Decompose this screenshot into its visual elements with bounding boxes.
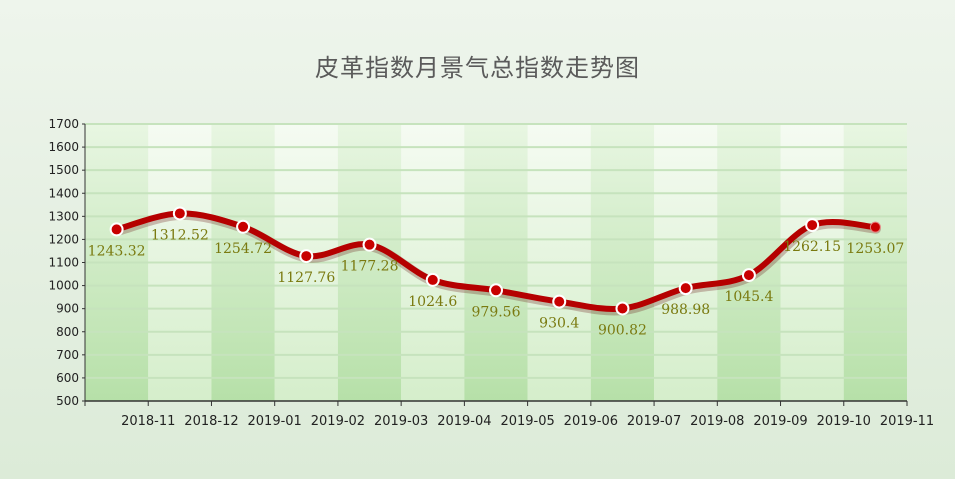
data-point (362, 237, 377, 252)
data-point (172, 206, 187, 221)
y-tick-label: 1100 (48, 256, 79, 270)
x-tick-label: 2019-02 (311, 414, 365, 429)
x-tick-label: 2019-04 (437, 414, 491, 429)
data-point (489, 283, 503, 298)
y-tick-label: 1300 (48, 209, 79, 223)
data-point (615, 301, 630, 316)
x-tick-label: 2019-03 (374, 414, 428, 429)
y-tick-label: 1000 (48, 279, 79, 293)
data-label: 1243.32 (88, 243, 146, 259)
x-tick-label: 2019-11 (880, 414, 934, 429)
data-point (741, 268, 756, 283)
data-label: 988.98 (661, 302, 710, 318)
y-tick-label: 700 (56, 348, 79, 362)
gridlines (85, 123, 907, 379)
data-label: 979.56 (472, 304, 521, 320)
x-tick-label: 2019-05 (500, 414, 554, 429)
y-tick-label: 800 (56, 325, 79, 339)
data-point (869, 221, 881, 233)
data-point (109, 222, 124, 237)
y-tick-label: 1700 (48, 117, 79, 131)
x-tick-label: 2019-06 (564, 414, 618, 429)
x-tick-label: 2019-08 (690, 414, 744, 429)
data-label: 900.82 (598, 322, 647, 338)
chart-title: 皮革指数月景气总指数走势图 (315, 54, 640, 82)
data-label: 1262.15 (783, 239, 841, 255)
data-point (299, 249, 314, 264)
y-tick-label: 1500 (48, 163, 79, 177)
x-axis-tick-labels: 2018-11 2018-12 2019-01 2019-02 2019-03 2019-… (121, 414, 934, 429)
data-label: 1045.4 (724, 289, 773, 305)
data-point (552, 294, 567, 309)
x-tick-label: 2019-10 (817, 414, 871, 429)
data-label: 1177.28 (341, 259, 399, 275)
data-label: 1024.6 (408, 294, 457, 310)
data-labels: 1243.32 1312.52 1254.72 1127.76 1177.28 1024.… (88, 227, 905, 338)
data-point (805, 218, 820, 233)
data-point (678, 281, 693, 296)
x-tick-label: 2019-07 (627, 414, 681, 429)
y-tick-label: 600 (56, 371, 79, 385)
y-axis-tick-labels: 500 600 700 800 900 1000 1100 1200 1300 1400 1500 1… (48, 117, 79, 408)
y-tick-label: 1600 (48, 140, 79, 154)
y-tick-label: 1200 (48, 232, 79, 246)
data-label: 930.4 (539, 316, 579, 332)
data-point (236, 219, 251, 234)
data-label: 1253.07 (846, 241, 904, 257)
data-point (425, 272, 440, 287)
y-tick-label: 500 (56, 394, 79, 408)
x-tick-label: 2018-12 (184, 414, 238, 429)
data-label: 1312.52 (151, 227, 209, 243)
data-point-markers (109, 206, 881, 316)
x-tick-label: 2019-01 (248, 414, 302, 429)
y-tick-label: 1400 (48, 186, 79, 200)
data-label: 1254.72 (214, 241, 272, 257)
y-tick-label: 900 (56, 302, 79, 316)
x-tick-label: 2019-09 (753, 414, 807, 429)
axes (82, 123, 908, 406)
x-tick-label: 2018-11 (121, 414, 175, 429)
data-label: 1127.76 (277, 270, 335, 286)
